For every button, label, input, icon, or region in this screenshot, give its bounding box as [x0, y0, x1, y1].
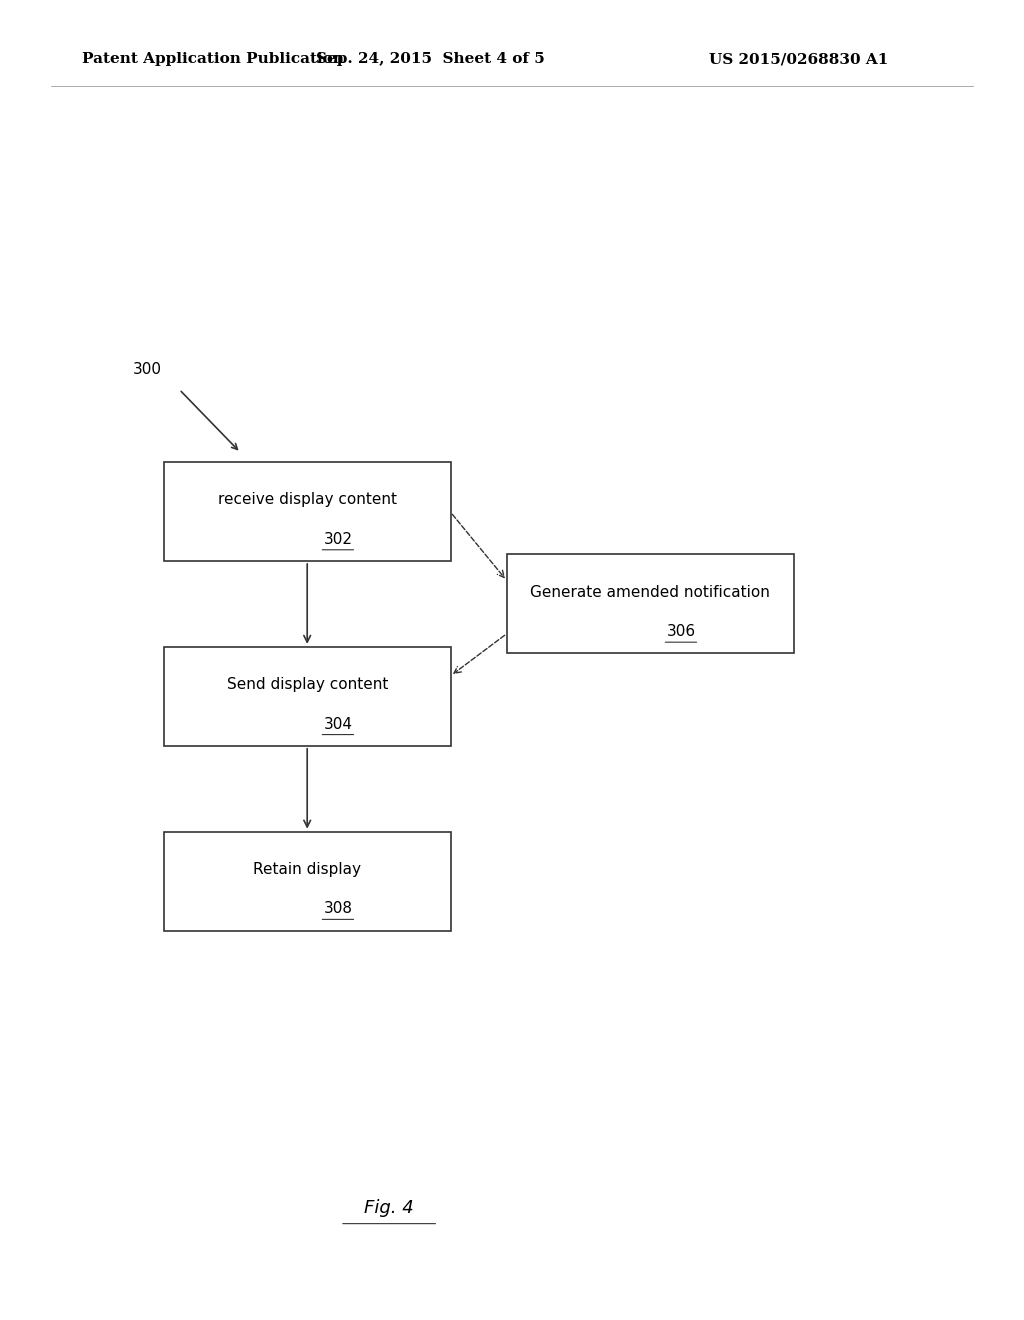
Text: 308: 308 — [324, 902, 352, 916]
Text: Generate amended notification: Generate amended notification — [530, 585, 770, 599]
FancyBboxPatch shape — [507, 554, 794, 653]
Text: Retain display: Retain display — [253, 862, 361, 876]
FancyBboxPatch shape — [164, 832, 451, 931]
FancyBboxPatch shape — [164, 647, 451, 746]
Text: Patent Application Publication: Patent Application Publication — [82, 53, 344, 66]
Text: Fig. 4: Fig. 4 — [365, 1199, 414, 1217]
Text: 304: 304 — [324, 717, 352, 731]
Text: 300: 300 — [133, 362, 162, 378]
Text: Send display content: Send display content — [226, 677, 388, 692]
Text: Sep. 24, 2015  Sheet 4 of 5: Sep. 24, 2015 Sheet 4 of 5 — [315, 53, 545, 66]
Text: receive display content: receive display content — [218, 492, 396, 507]
Text: US 2015/0268830 A1: US 2015/0268830 A1 — [709, 53, 889, 66]
Text: 302: 302 — [324, 532, 352, 546]
Text: 306: 306 — [667, 624, 695, 639]
FancyBboxPatch shape — [164, 462, 451, 561]
